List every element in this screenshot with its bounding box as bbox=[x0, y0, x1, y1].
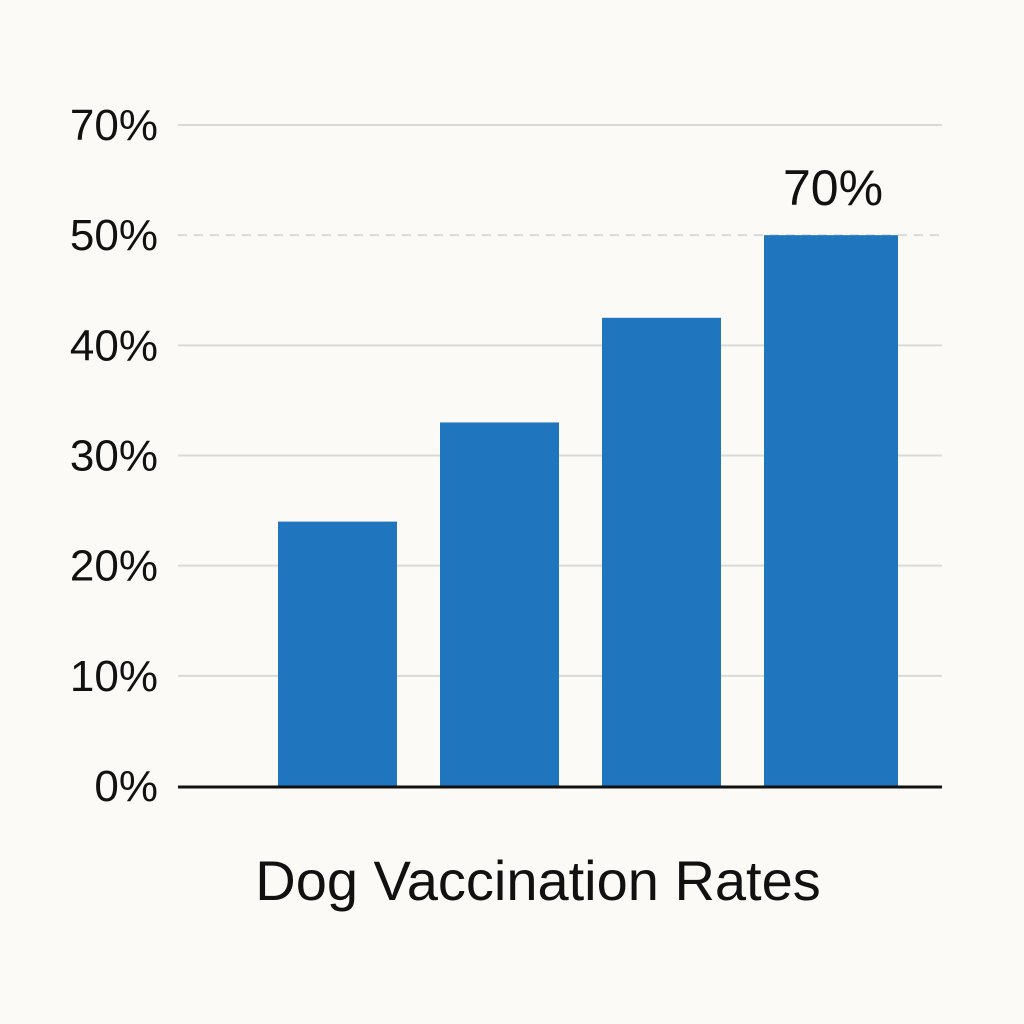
y-axis-tick-labels: 0% 10% 20% 30% 40% 50% 70% bbox=[70, 101, 158, 811]
bar-data-label: 70% bbox=[783, 160, 883, 216]
bar bbox=[602, 317, 721, 786]
y-tick-label: 20% bbox=[70, 542, 158, 591]
bar bbox=[278, 521, 397, 786]
y-tick-label: 0% bbox=[94, 762, 158, 811]
y-tick-label: 50% bbox=[70, 211, 158, 260]
bar bbox=[764, 235, 898, 786]
y-tick-label: 10% bbox=[70, 652, 158, 701]
y-tick-label: 30% bbox=[70, 432, 158, 481]
y-tick-label: 70% bbox=[70, 101, 158, 150]
y-tick-label: 40% bbox=[70, 321, 158, 370]
data-labels: 70% bbox=[783, 160, 883, 216]
chart-title: Dog Vaccination Rates bbox=[255, 849, 821, 912]
bar bbox=[440, 422, 559, 786]
bars bbox=[278, 235, 898, 786]
